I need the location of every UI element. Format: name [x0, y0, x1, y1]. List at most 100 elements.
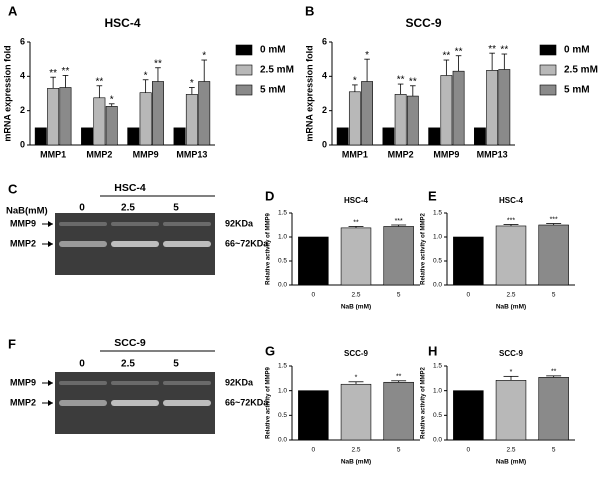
y-tick-label: 1.5: [433, 210, 442, 217]
bar: [93, 97, 106, 146]
panel-label: H: [428, 343, 437, 358]
y-tick-label: 6: [20, 36, 25, 46]
gel-band: [59, 381, 107, 385]
x-axis-label: NaB (mM): [496, 304, 526, 311]
y-axis-label: Relative activity of MMP2: [421, 212, 427, 284]
gel-band: [59, 400, 107, 406]
bar: [453, 236, 484, 286]
y-tick-label: 1.5: [278, 210, 287, 217]
significance: **: [95, 76, 103, 87]
legend-swatch: [235, 84, 253, 96]
significance: **: [455, 46, 463, 57]
legend-swatch: [539, 84, 557, 96]
legend-swatch: [539, 44, 557, 56]
lane-label: 2.5: [121, 203, 135, 214]
bar: [495, 380, 527, 441]
y-tick-label: 1.0: [278, 387, 287, 394]
gel-band: [111, 222, 159, 226]
panel-label: C: [8, 181, 18, 196]
x-tick-label: MMP2: [388, 149, 414, 159]
bar: [486, 70, 499, 146]
x-tick-label: 0: [312, 447, 316, 454]
lane-label: 5: [173, 359, 179, 370]
x-tick-label: 5: [552, 447, 556, 454]
y-axis-label: mRNA expression fold: [2, 45, 12, 141]
y-tick-label: 0.0: [278, 437, 287, 444]
panel-label: E: [428, 188, 437, 203]
lane-label: 5: [173, 203, 179, 214]
legend-swatch: [235, 44, 253, 56]
significance: **: [353, 219, 359, 226]
bar: [34, 127, 47, 146]
bar: [538, 224, 569, 286]
bar: [382, 127, 395, 146]
significance: *: [510, 369, 513, 376]
y-tick-label: 0.5: [278, 258, 287, 265]
bar: [498, 69, 511, 146]
y-tick-label: 0.5: [278, 412, 287, 419]
chart-title: HSC-4: [104, 16, 140, 30]
bar: [452, 70, 465, 146]
y-tick-label: 6: [322, 36, 327, 46]
chart-title: SCC-9: [499, 349, 524, 358]
bar: [453, 390, 484, 441]
significance: **: [500, 45, 508, 56]
y-tick-label: 1.0: [433, 387, 442, 394]
bar: [495, 225, 527, 286]
y-axis-label: mRNA expression fold: [304, 45, 314, 141]
group-label: SCC-9: [114, 337, 146, 349]
bar: [383, 381, 414, 441]
bar: [81, 127, 94, 146]
significance: *: [365, 50, 369, 61]
bar: [440, 75, 453, 146]
x-tick-label: 2.5: [506, 447, 515, 454]
group-label: HSC-4: [114, 182, 146, 194]
legend-label: 5 mM: [260, 85, 286, 96]
gel-band: [163, 381, 211, 385]
x-tick-label: 2.5: [351, 292, 360, 299]
bar: [394, 94, 407, 146]
x-axis-label: NaB (mM): [496, 459, 526, 466]
band-label: MMP2: [10, 397, 36, 407]
legend-label: 2.5 mM: [260, 65, 294, 76]
lane-label: 0: [79, 203, 85, 214]
y-axis-label: Relative activity of MMP2: [421, 366, 427, 438]
panel-label: B: [305, 3, 314, 18]
significance: **: [49, 68, 57, 79]
y-tick-label: 0.0: [433, 437, 442, 444]
y-tick-label: 4: [322, 71, 327, 81]
arrow-head: [48, 221, 53, 227]
bar: [127, 127, 140, 146]
bar: [198, 81, 211, 146]
x-tick-label: MMP9: [433, 149, 459, 159]
band-label: MMP2: [10, 238, 36, 248]
bar: [348, 91, 361, 146]
size-label: 66~72KDa: [225, 397, 269, 407]
legend-label: 0 mM: [260, 45, 286, 56]
x-tick-label: 0: [467, 292, 471, 299]
significance: **: [442, 51, 450, 62]
bar: [428, 127, 441, 146]
bar: [47, 88, 60, 146]
x-tick-label: MMP1: [40, 149, 66, 159]
bar: [406, 95, 419, 146]
bar: [151, 81, 164, 146]
y-tick-label: 1.5: [433, 363, 442, 370]
bar: [185, 94, 198, 146]
size-label: 66~72KDa: [225, 238, 269, 248]
x-tick-label: MMP13: [477, 149, 508, 159]
gel-band: [163, 400, 211, 406]
significance: **: [154, 58, 162, 69]
legend-label: 0 mM: [564, 45, 590, 56]
panel-label: A: [8, 3, 18, 18]
gel-band: [111, 400, 159, 406]
x-tick-label: 5: [397, 447, 401, 454]
significance: **: [409, 76, 417, 87]
legend-swatch: [539, 64, 557, 76]
bar: [538, 377, 569, 441]
y-tick-label: 1.0: [433, 234, 442, 241]
size-label: 92KDa: [225, 218, 254, 228]
y-tick-label: 0.5: [433, 412, 442, 419]
bar: [383, 226, 414, 286]
